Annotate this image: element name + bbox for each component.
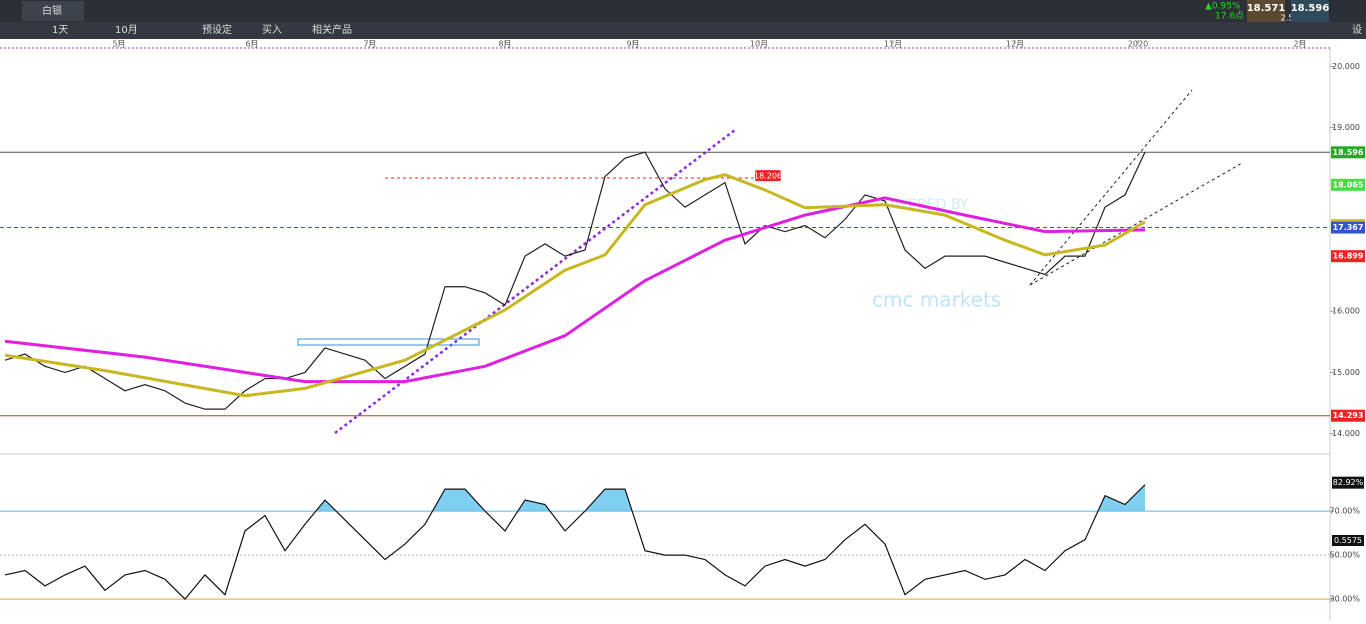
range-box (297, 338, 480, 346)
x-tick-label: 8月 (498, 40, 511, 49)
rsi-fill (315, 484, 1145, 512)
y-tick-label: 16.000 (1332, 307, 1360, 316)
bid[interactable]: 18.571 (1247, 3, 1286, 14)
level-label: 17.367 (1333, 223, 1364, 232)
change-pts: 17.6点 (1215, 11, 1244, 22)
top-bar (0, 0, 1366, 22)
y-tick-label: 50.00% (1329, 551, 1360, 560)
trend-line (334, 129, 736, 434)
x-tick-label: 12月 (1006, 40, 1024, 49)
y-tick-label: 70.00% (1329, 507, 1360, 516)
x-tick-label: 2020 (1128, 40, 1148, 49)
bid-box[interactable] (1247, 0, 1285, 22)
plot: 5月 6月 7月 8月 9月 10月 11月 12月 2020 2月 14.000 15.000 16.… (0, 40, 1365, 604)
marker-label: 18.206 (754, 172, 782, 181)
level-badge (1331, 221, 1365, 234)
level-badge (1331, 250, 1365, 263)
current-badge (1332, 476, 1364, 489)
ask[interactable]: 18.596 (1291, 3, 1330, 14)
x-tick-label: 6月 (245, 40, 258, 49)
x-tick-label: 2月 (1293, 40, 1306, 49)
settings[interactable]: 设 (1352, 24, 1362, 36)
y-tick-label: 19.000 (1332, 123, 1360, 132)
range[interactable]: 10月 (115, 24, 138, 36)
level-label: 14.293 (1333, 411, 1364, 420)
tab[interactable] (22, 1, 84, 21)
spread: 2.5 (1281, 14, 1294, 23)
series-line (4, 173, 1146, 398)
y-tick-label: 14.000 (1332, 429, 1360, 438)
x-tick-label: 9月 (626, 40, 639, 49)
series-line (4, 196, 1146, 384)
level-label: 16.899 (1333, 252, 1364, 261)
buy[interactable]: 买入 (262, 24, 282, 36)
change-pct: ▲0.95% (1205, 2, 1241, 12)
watermark-brand: cmc markets (872, 288, 1001, 312)
toolbar (0, 22, 1366, 39)
ask-box[interactable] (1291, 0, 1329, 22)
level-badge (1331, 409, 1365, 422)
y-tick-label: 30.00% (1329, 595, 1360, 604)
interval[interactable]: 1天 (52, 25, 68, 36)
x-tick-label: 7月 (363, 40, 376, 49)
level-badge (1331, 146, 1365, 159)
preset[interactable]: 预设定 (202, 23, 232, 36)
current-label: 82.92% (1333, 478, 1364, 487)
channel-line (1029, 89, 1193, 286)
level-label: 18.065 (1333, 180, 1364, 189)
x-tick-label: 10月 (750, 40, 768, 49)
y-tick-label: 15.000 (1332, 368, 1360, 377)
tab-label[interactable]: 白银 (42, 4, 62, 17)
related[interactable]: 相关产品 (312, 23, 352, 36)
x-tick-label: 11月 (884, 40, 902, 49)
series-line (4, 151, 1146, 410)
secondary-label: 0.5575 (1334, 536, 1362, 545)
y-tick-label: 20.000 (1332, 62, 1360, 71)
secondary-badge (1332, 535, 1364, 546)
level-label: 18.596 (1333, 148, 1364, 157)
marker-badge (755, 170, 781, 182)
series-line (4, 484, 1146, 600)
level-badge (1331, 178, 1365, 191)
x-tick-label: 5月 (112, 40, 125, 49)
channel-line (1029, 162, 1243, 286)
